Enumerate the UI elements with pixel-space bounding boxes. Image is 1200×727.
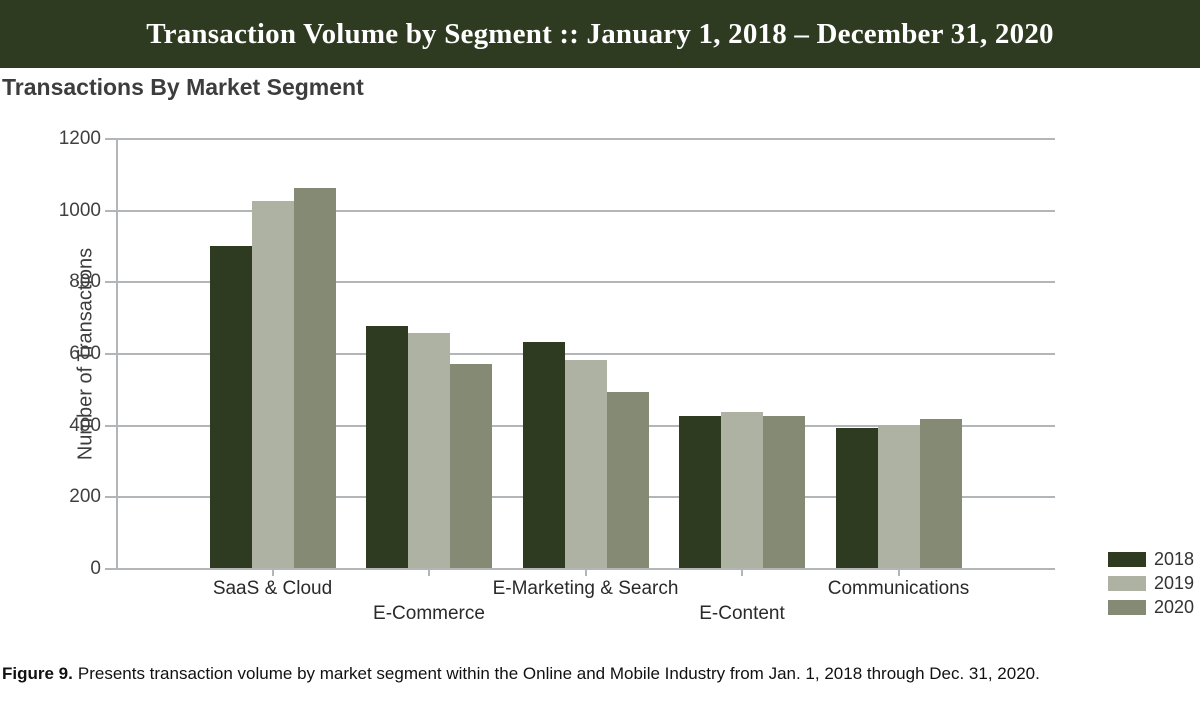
figure-caption-text: Presents transaction volume by market se… [77, 664, 1040, 683]
x-category-label: E-Commerce [373, 603, 485, 624]
gridline [116, 281, 1055, 284]
x-category-label: SaaS & Cloud [212, 578, 333, 599]
y-tick-label: 1000 [58, 199, 101, 221]
legend-swatch-2018 [1108, 552, 1146, 567]
y-axis-tick [105, 281, 116, 284]
legend-swatch-2019 [1108, 576, 1146, 591]
x-axis-tick [897, 569, 900, 576]
bar-2019-category-5 [877, 424, 920, 568]
bar-2020-category-3 [606, 392, 649, 568]
y-axis-tick [105, 353, 116, 355]
figure-caption: Figure 9. Presents transaction volume by … [2, 664, 1040, 684]
report-header: Transaction Volume by Segment :: January… [0, 0, 1200, 68]
bar-2019-category-1 [251, 200, 294, 568]
y-tick-label: 600 [69, 343, 101, 364]
bar-2018-category-3 [522, 342, 565, 568]
x-category-label: E-Marketing & Search [492, 578, 679, 599]
y-tick-label: 200 [69, 486, 101, 508]
bar-2018-category-5 [835, 428, 878, 568]
x-axis-tick [271, 569, 274, 576]
bar-2020-category-4 [763, 415, 805, 568]
y-axis-tick [105, 568, 116, 570]
bar-2019-category-2 [408, 333, 450, 568]
y-axis-tick [105, 209, 116, 212]
legend-label-2018: 2018 [1154, 549, 1195, 569]
figure-caption-prefix: Figure 9. [2, 664, 73, 683]
y-tick-label: 0 [90, 558, 101, 579]
x-category-label: E-Content [699, 603, 785, 624]
y-axis-tick [105, 496, 116, 499]
x-axis-tick [741, 569, 743, 576]
legend-item-2020: 2020 [1108, 597, 1195, 617]
x-category-label: Communications [827, 578, 970, 599]
bar-2020-category-1 [293, 188, 336, 568]
bar-2018-category-2 [366, 326, 408, 568]
x-axis-tick [584, 569, 587, 576]
legend-item-2019: 2019 [1108, 573, 1195, 593]
legend-label-2019: 2019 [1154, 573, 1195, 593]
bar-2018-category-1 [209, 245, 252, 568]
legend-label-2020: 2020 [1154, 597, 1195, 617]
x-axis-tick [428, 569, 430, 576]
y-tick-label: 1200 [58, 128, 101, 149]
bar-2018-category-4 [679, 415, 721, 568]
chart-title: Transactions By Market Segment [2, 74, 364, 100]
gridline [116, 138, 1055, 140]
bar-2019-category-3 [564, 360, 607, 568]
gridline [116, 353, 1055, 355]
legend-swatch-2020 [1108, 600, 1146, 615]
y-tick-label: 400 [69, 414, 101, 436]
bar-2020-category-2 [450, 363, 492, 568]
y-tick-label: 800 [69, 271, 101, 293]
chart-plot-area: 0 200 400 600 800 1000 1200 SaaS & Cloud E-Comme… [59, 128, 1055, 624]
y-axis-line [116, 139, 118, 569]
gridline [116, 209, 1055, 212]
bar-2020-category-5 [919, 419, 962, 568]
y-axis-tick [105, 424, 116, 427]
y-axis-tick [105, 138, 116, 140]
chart-legend: 2018 2019 2020 [1108, 549, 1195, 624]
bar-2019-category-4 [721, 412, 763, 568]
legend-item-2018: 2018 [1108, 549, 1195, 569]
report-header-title: Transaction Volume by Segment :: January… [146, 17, 1054, 50]
